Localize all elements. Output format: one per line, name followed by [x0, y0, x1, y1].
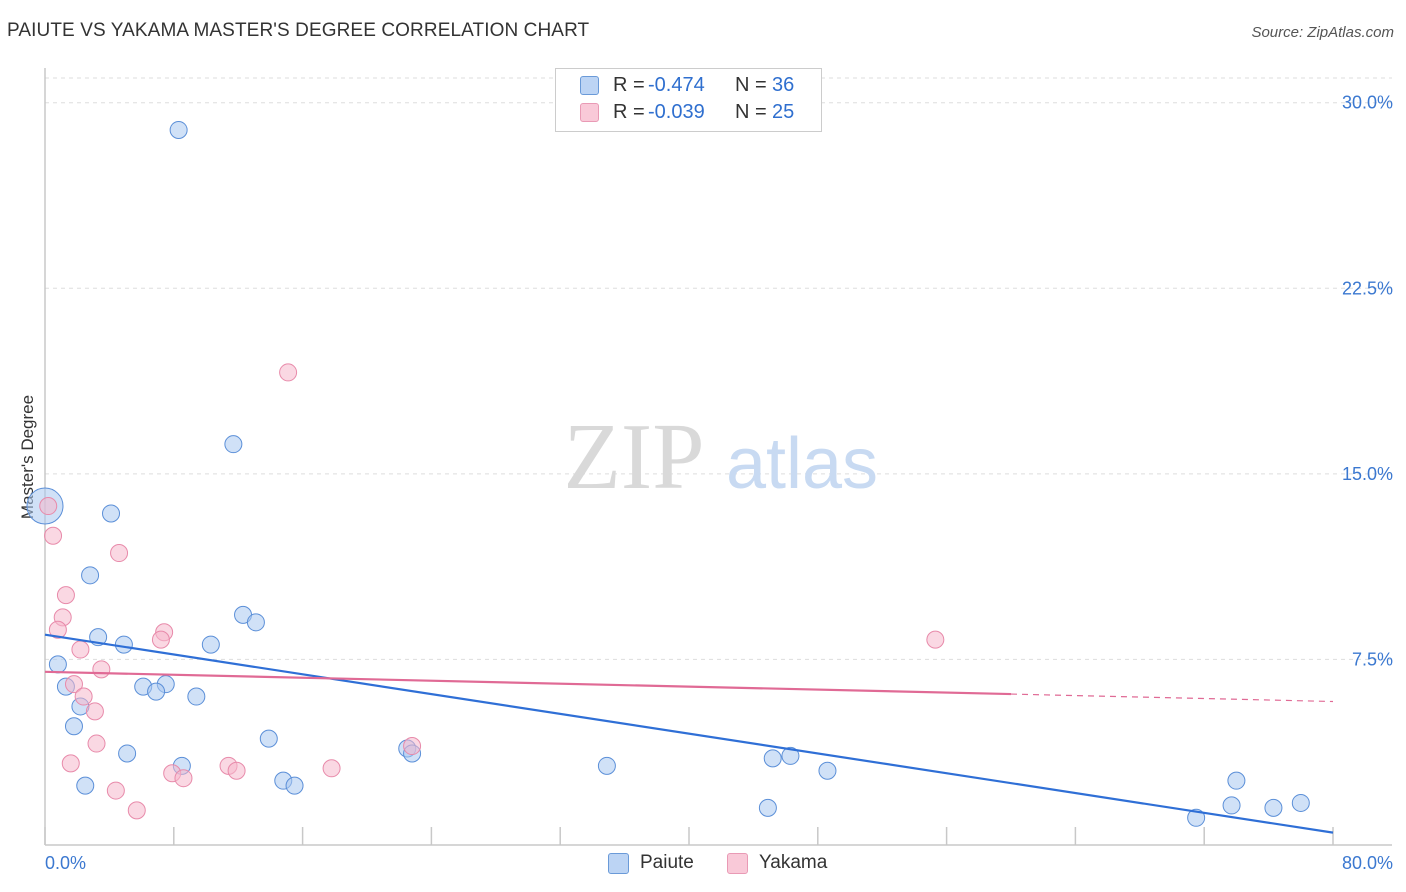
paiute-point — [818, 761, 837, 780]
paiute-point — [259, 729, 278, 748]
paiute-point — [1187, 808, 1206, 827]
yakama-trend-line — [44, 670, 1012, 696]
y-tick-label: 7.5% — [1352, 649, 1393, 669]
chart-title: PAIUTE VS YAKAMA MASTER'S DEGREE CORRELA… — [7, 20, 590, 41]
yakama-point — [92, 660, 111, 679]
yakama-legend-swatch — [727, 853, 748, 874]
n-label: N = — [735, 74, 767, 96]
watermark: ZIP atlas — [564, 405, 879, 509]
paiute-legend-label: Paiute — [640, 852, 694, 873]
paiute-point — [201, 635, 220, 654]
paiute-point — [763, 749, 782, 768]
yakama-point — [61, 754, 80, 773]
gridlines — [45, 77, 1392, 660]
watermark-atlas: atlas — [726, 424, 878, 504]
paiute-swatch — [580, 76, 599, 95]
yakama-point — [279, 363, 298, 382]
yakama-point — [39, 497, 58, 516]
paiute-point — [758, 798, 777, 817]
x-tick-label: 0.0% — [45, 853, 86, 873]
stats-legend: R = -0.474 N = 36 R = -0.039 N = 25 — [555, 68, 822, 132]
paiute-point — [114, 635, 133, 654]
yakama-point — [227, 761, 246, 780]
x-tick-label: 80.0% — [1342, 853, 1393, 873]
paiute-point — [1222, 796, 1241, 815]
r-label: R = — [613, 101, 645, 123]
paiute-point — [118, 744, 137, 763]
source-credit: Source: ZipAtlas.com — [1251, 24, 1394, 41]
axes — [44, 68, 1392, 846]
paiute-point — [76, 776, 95, 795]
y-tick-label: 15.0% — [1342, 464, 1393, 484]
yakama-point — [322, 759, 341, 778]
paiute-trend-line — [44, 633, 1334, 834]
yakama-point — [926, 630, 945, 649]
yakama-point — [85, 702, 104, 721]
yakama-point — [87, 734, 106, 753]
paiute-point — [147, 682, 166, 701]
paiute-point — [781, 746, 800, 765]
x-tick-labels: 0.0% 80.0% — [45, 853, 1393, 873]
n-label: N = — [735, 101, 767, 123]
n-value: 25 — [772, 101, 795, 123]
r-value: -0.039 — [648, 101, 705, 123]
paiute-point — [48, 655, 67, 674]
data-points — [26, 120, 1310, 827]
y-tick-label: 22.5% — [1342, 278, 1393, 298]
paiute-point — [1264, 798, 1283, 817]
yakama-point — [56, 586, 75, 605]
r-value: -0.474 — [648, 74, 705, 96]
paiute-point — [1227, 771, 1246, 790]
n-value: 36 — [772, 74, 795, 96]
paiute-point — [246, 613, 265, 632]
paiute-point — [597, 756, 616, 775]
paiute-legend-swatch — [608, 853, 629, 874]
paiute-point — [187, 687, 206, 706]
trend-lines — [44, 633, 1334, 834]
yakama-point — [44, 526, 63, 545]
yakama-point — [64, 675, 83, 694]
yakama-point — [74, 687, 93, 706]
paiute-point — [169, 120, 188, 139]
paiute-point — [224, 435, 243, 454]
y-tick-label: 30.0% — [1342, 93, 1393, 113]
paiute-point — [64, 717, 83, 736]
paiute-point — [1291, 793, 1310, 812]
r-label: R = — [613, 74, 645, 96]
yakama-point — [174, 769, 193, 788]
y-tick-labels: 7.5% 15.0% 22.5% 30.0% — [1342, 93, 1393, 670]
yakama-legend-label: Yakama — [759, 852, 828, 873]
paiute-point — [102, 504, 121, 523]
yakama-point — [110, 544, 129, 563]
yakama-trend-extension — [1010, 693, 1334, 703]
yakama-point — [403, 737, 422, 756]
yakama-point — [48, 620, 67, 639]
yakama-point — [71, 640, 90, 659]
yakama-point — [151, 630, 170, 649]
paiute-point — [81, 566, 100, 585]
yakama-point — [127, 801, 146, 820]
watermark-zip: ZIP — [564, 405, 705, 509]
paiute-point — [285, 776, 304, 795]
yakama-point — [106, 781, 125, 800]
yakama-swatch — [580, 103, 599, 122]
